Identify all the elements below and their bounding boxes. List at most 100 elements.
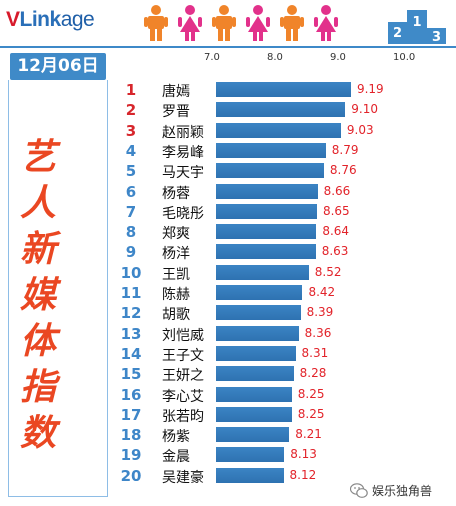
- bar: [216, 406, 292, 422]
- bar: [216, 366, 294, 382]
- artist-name: 马天宇: [162, 165, 204, 182]
- bar: [216, 427, 290, 443]
- watermark: 娱乐独角兽: [350, 482, 432, 499]
- header: VLinkage: [0, 0, 456, 52]
- person-icon: [144, 5, 168, 41]
- bar: [216, 285, 303, 300]
- x-tick-label: 8.0: [267, 52, 283, 63]
- rank-number: 6: [125, 182, 137, 201]
- artist-name: 罗晋: [162, 104, 190, 121]
- artist-name: 郑爽: [162, 226, 190, 243]
- rank-number: 1: [125, 81, 137, 99]
- bar: [216, 163, 324, 179]
- side-title-char: 媒: [19, 275, 56, 316]
- artist-name: 王妍之: [162, 368, 204, 385]
- artist-name: 李心艾: [162, 388, 204, 405]
- rank-number: 3: [125, 121, 137, 140]
- rank-number: 7: [125, 202, 137, 221]
- artist-name: 胡歌: [162, 307, 190, 324]
- bar: [216, 325, 299, 341]
- bar: [216, 122, 341, 138]
- side-title-char: 艺: [19, 137, 56, 178]
- value-label: 9.19: [356, 82, 384, 96]
- title-panel: [8, 80, 108, 497]
- artist-name: 唐嫣: [162, 84, 190, 100]
- side-title-char: 新: [19, 229, 56, 270]
- people-icons: [143, 4, 339, 42]
- x-tick-label: 7.0: [204, 52, 220, 63]
- rank-number: 9: [125, 243, 137, 262]
- rank-number: 18: [120, 426, 142, 445]
- value-label: 8.79: [331, 142, 359, 157]
- artist-name: 吴建豪: [162, 469, 204, 486]
- artist-name: 毛晓彤: [162, 205, 204, 222]
- person-icon: [212, 5, 236, 41]
- podium-label-3: 3: [432, 30, 441, 44]
- header-rule: [0, 46, 456, 48]
- artist-name: 杨紫: [162, 429, 190, 446]
- side-title-char: 体: [19, 321, 56, 362]
- artist-name: 刘恺威: [162, 327, 204, 344]
- x-tick-label: 9.0: [330, 52, 346, 63]
- rank-number: 11: [120, 284, 142, 302]
- side-title-char: 人: [19, 183, 56, 224]
- artist-name: 陈赫: [162, 287, 190, 303]
- bar: [216, 183, 318, 199]
- value-label: 8.76: [329, 163, 357, 178]
- value-label: 8.13: [290, 447, 317, 462]
- person-icon: [314, 5, 338, 41]
- value-label: 8.65: [322, 203, 350, 218]
- rank-number: 2: [125, 101, 137, 120]
- bar: [216, 244, 316, 260]
- podium-icon: 2 1 3: [388, 10, 446, 44]
- bar: [216, 264, 309, 280]
- rank-number: 19: [120, 446, 142, 465]
- bar: [216, 447, 285, 463]
- value-label: 8.25: [297, 406, 325, 421]
- rank-number: 15: [120, 365, 142, 384]
- rank-number: 17: [120, 405, 142, 424]
- person-icon: [280, 5, 304, 41]
- value-label: 8.39: [306, 305, 334, 320]
- value-label: 8.52: [314, 264, 342, 279]
- value-label: 9.03: [346, 122, 374, 137]
- bar: [216, 467, 284, 483]
- artist-name: 张若昀: [162, 408, 204, 425]
- bar: [216, 305, 301, 321]
- value-label: 8.63: [321, 244, 349, 259]
- podium-label-2: 2: [393, 26, 402, 41]
- bar: [216, 386, 292, 402]
- artist-name: 杨洋: [162, 246, 190, 263]
- side-title-char: 指: [19, 367, 56, 408]
- podium-label-1: 1: [412, 15, 421, 30]
- artist-name: 王凯: [162, 266, 190, 283]
- bar: [216, 82, 351, 97]
- value-label: 9.10: [351, 102, 379, 117]
- bar: [216, 203, 317, 219]
- side-title-char: 数: [19, 413, 56, 454]
- bar: [216, 345, 296, 361]
- rank-number: 10: [120, 263, 142, 282]
- rank-number: 5: [125, 162, 137, 181]
- bar: [216, 224, 317, 240]
- date-label: 12月06日: [10, 53, 106, 80]
- rank-number: 13: [120, 324, 142, 343]
- artist-name: 杨蓉: [162, 185, 190, 202]
- rank-number: 16: [120, 385, 142, 404]
- vlinkage-logo: VLinkage: [6, 8, 95, 31]
- artist-name: 王子文: [162, 347, 204, 364]
- bar: [216, 142, 326, 158]
- rank-number: 14: [120, 344, 142, 363]
- wechat-icon: [350, 482, 368, 498]
- value-label: 8.28: [299, 366, 327, 381]
- side-title: 艺 人 新 媒 体 指 数: [18, 135, 58, 457]
- value-label: 8.42: [308, 285, 336, 299]
- rank-number: 12: [120, 304, 142, 323]
- x-tick-label: 10.0: [393, 52, 416, 63]
- value-label: 8.66: [323, 183, 351, 198]
- artist-name: 李易峰: [162, 144, 204, 161]
- artist-name: 赵丽颖: [162, 124, 204, 141]
- rank-number: 8: [125, 223, 137, 242]
- value-label: 8.25: [297, 386, 325, 401]
- bar: [216, 102, 346, 118]
